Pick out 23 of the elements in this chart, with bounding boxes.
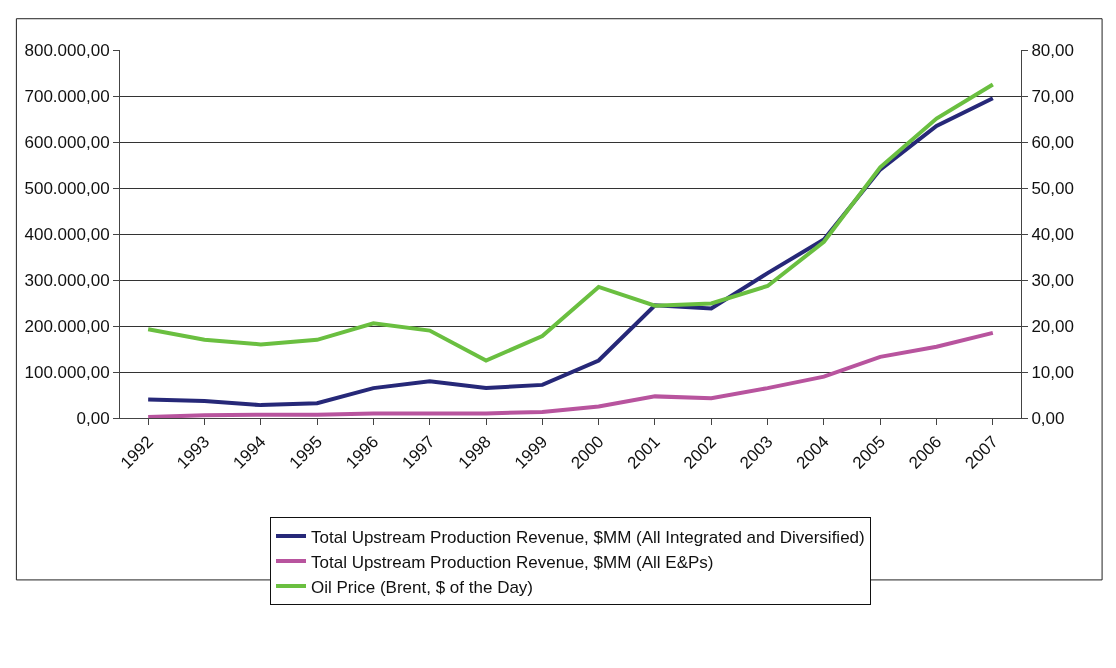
y-tick-label: 0,00 [76,408,110,428]
line-series [146,82,995,363]
y-tick-label: 500.000,00 [24,178,110,198]
legend-label: Total Upstream Production Revenue, $MM (All E&Ps) [311,552,714,572]
y-tick-label: 400.000,00 [24,224,110,244]
y2-tick-label: 50,00 [1031,178,1074,198]
y2-tick-label: 40,00 [1031,224,1074,244]
y2-tick-label: 30,00 [1031,270,1074,290]
line-series [146,330,995,418]
legend-label: Total Upstream Production Revenue, $MM (All Integrated and Diversified) [311,527,865,547]
y2-tick-label: 10,00 [1031,362,1074,382]
y2-tick-label: 80,00 [1031,40,1074,60]
y-tick-label: 600.000,00 [24,132,110,152]
y-tick-label: 700.000,00 [24,86,110,106]
y2-tick-label: 60,00 [1031,132,1074,152]
y-tick-label: 200.000,00 [24,316,110,336]
y-tick-label: 300.000,00 [24,270,110,290]
y-tick-label: 800.000,00 [24,40,110,60]
y2-tick-label: 0,00 [1031,408,1065,428]
y2-tick-label: 70,00 [1031,86,1074,106]
legend-label: Oil Price (Brent, $ of the Day) [311,577,534,597]
y2-tick-label: 20,00 [1031,316,1074,336]
y-tick-label: 100.000,00 [24,362,110,382]
